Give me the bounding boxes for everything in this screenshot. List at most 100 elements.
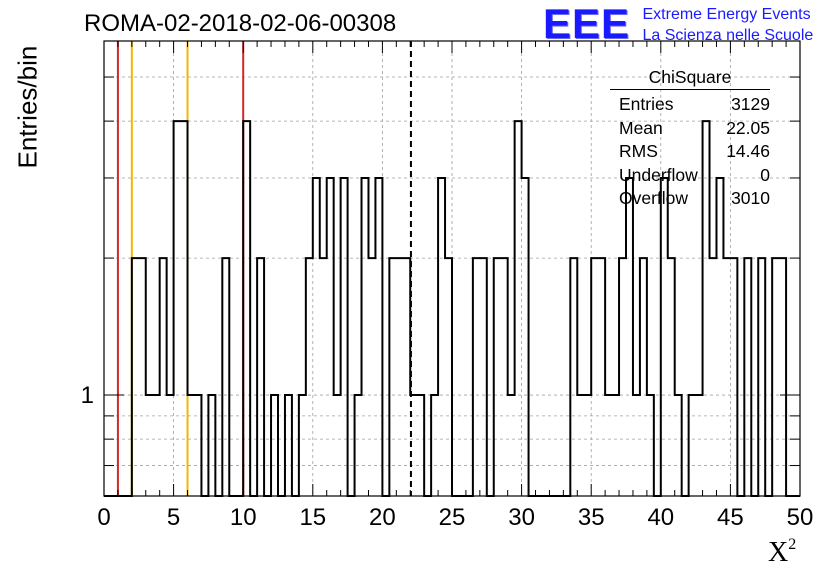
histogram-bin (313, 178, 320, 496)
histogram-bin (208, 395, 215, 496)
logo-mark: EEE (543, 0, 631, 47)
histogram-bin (396, 258, 403, 496)
histogram-bin (605, 395, 612, 496)
stats-label: Entries (619, 94, 674, 114)
stats-label: Underflow (619, 164, 698, 185)
histogram-bin (696, 395, 703, 496)
x-axis-label-sup: 2 (788, 536, 797, 553)
y-axis-label: Entries/bin (12, 45, 43, 169)
histogram-bin (341, 178, 348, 496)
x-axis-label-base: X (768, 537, 789, 568)
histogram-bin (661, 178, 668, 496)
histogram-bin (368, 258, 375, 496)
x-tick-label: 40 (647, 504, 674, 531)
logo-text: Extreme Energy Events La Scienza nelle S… (643, 4, 814, 46)
histogram-bin (445, 258, 452, 496)
histogram-bin (389, 258, 396, 496)
histogram-bin (675, 395, 682, 496)
x-tick-label: 10 (230, 504, 257, 531)
x-tick-label: 50 (787, 504, 814, 531)
histogram-bin (612, 395, 619, 496)
histogram-bin (194, 395, 201, 496)
histogram-bin (758, 258, 765, 496)
histogram-bin (730, 258, 737, 496)
histogram-bin (779, 258, 786, 496)
histogram-bin (271, 395, 278, 496)
histogram-bin (716, 178, 723, 496)
histogram-bin (431, 395, 438, 496)
stats-title: ChiSquare (610, 66, 770, 90)
histogram-bin (355, 395, 362, 496)
histogram-bin (577, 395, 584, 496)
histogram-bin (522, 178, 529, 496)
histogram-bin (320, 258, 327, 496)
histogram-bin (417, 395, 424, 496)
stats-value: 3129 (731, 94, 770, 114)
histogram-bin (480, 258, 487, 496)
stats-value: 14.46 (726, 141, 770, 161)
x-tick-label: 5 (167, 504, 180, 531)
histogram-bin (598, 258, 605, 496)
histogram-bin (362, 178, 369, 496)
stats-row-entries: Entries 3129 (610, 93, 770, 117)
stats-label: Overflow (619, 188, 689, 208)
histogram-bin (626, 178, 633, 496)
histogram-bin (640, 258, 647, 496)
histogram-bin (619, 258, 626, 496)
histogram-bin (744, 258, 751, 496)
histogram-bin (174, 121, 181, 496)
histogram-bin (327, 178, 334, 496)
histogram-bin (570, 258, 577, 496)
histogram-bin (689, 395, 696, 496)
histogram-bin (306, 258, 313, 496)
histogram-bin (285, 395, 292, 496)
histogram-bin (647, 395, 654, 496)
histogram-bin (668, 258, 675, 496)
eee-logo: EEE Extreme Energy Events La Scienza nel… (543, 0, 814, 47)
x-tick-label: 0 (97, 504, 110, 531)
y-tick-label: 1 (81, 382, 94, 409)
stats-row-mean: Mean 22.05 (610, 117, 770, 141)
histogram-bin (334, 395, 341, 496)
stats-value: 3010 (731, 188, 770, 208)
histogram-bin (710, 258, 717, 496)
histogram-bin (257, 258, 264, 496)
x-tick-label: 45 (717, 504, 744, 531)
histogram-bin (584, 395, 591, 496)
x-tick-label: 20 (369, 504, 396, 531)
histogram-bin (494, 258, 501, 496)
histogram-bin (633, 395, 640, 496)
logo-line-2: La Scienza nelle Scuole (642, 27, 814, 44)
histogram-bin (403, 258, 410, 496)
histogram-bin (132, 258, 139, 496)
histogram-bin (167, 395, 174, 496)
histogram-bin (181, 121, 188, 496)
stats-row-underflow: Underflow 0 (610, 164, 770, 188)
histogram-bin (438, 178, 445, 496)
histogram-bin (139, 258, 146, 496)
x-tick-label: 25 (439, 504, 466, 531)
histogram-bin (188, 395, 195, 496)
stats-box: ChiSquare Entries 3129 Mean 22.05 RMS 14.46… (610, 66, 770, 211)
logo-line-1: Extreme Energy Events (642, 6, 811, 23)
stats-row-overflow: Overflow 3010 (610, 187, 770, 211)
histogram-bin (772, 258, 779, 496)
histogram-bin (515, 121, 522, 496)
histogram-bin (723, 258, 730, 496)
histogram-bin (153, 395, 160, 496)
histogram-bin (146, 395, 153, 496)
histogram-bin (243, 121, 250, 496)
histogram-bin (299, 395, 306, 496)
x-axis-label: X2 (768, 536, 796, 569)
x-tick-label: 35 (578, 504, 605, 531)
x-tick-label: 30 (508, 504, 535, 531)
stats-label: Mean (619, 117, 663, 138)
x-tick-label: 15 (299, 504, 326, 531)
histogram-bin (222, 258, 229, 496)
stats-value: 0 (760, 164, 770, 185)
histogram-bin (473, 258, 480, 496)
histogram-bin (375, 178, 382, 496)
histogram-bin (508, 395, 515, 496)
histogram-bin (591, 258, 598, 496)
